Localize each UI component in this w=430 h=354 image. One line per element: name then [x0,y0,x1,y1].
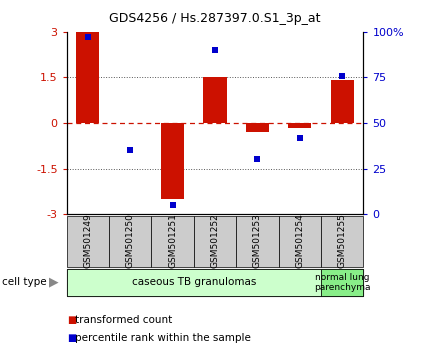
Text: cell type: cell type [2,277,47,287]
Bar [67,216,109,267]
Bar [67,269,321,296]
Bar [321,216,363,267]
Bar [194,216,236,267]
Text: GSM501251: GSM501251 [168,213,177,268]
Bar [109,216,151,267]
Text: GSM501253: GSM501253 [253,213,262,268]
Text: caseous TB granulomas: caseous TB granulomas [132,277,256,287]
Bar [151,216,194,267]
Bar [161,123,184,199]
Bar [288,123,311,127]
Text: GSM501254: GSM501254 [295,213,304,268]
Text: GDS4256 / Hs.287397.0.S1_3p_at: GDS4256 / Hs.287397.0.S1_3p_at [109,12,321,25]
Bar [321,269,363,296]
Text: transformed count: transformed count [75,315,172,325]
Text: ■: ■ [67,333,76,343]
Bar [331,80,354,123]
Text: GSM501250: GSM501250 [126,213,135,268]
Text: GSM501252: GSM501252 [211,213,219,268]
Bar [203,78,227,123]
Bar [246,123,269,132]
Bar [236,216,279,267]
Text: GSM501249: GSM501249 [83,213,92,268]
Bar [76,32,99,123]
Bar [279,216,321,267]
Text: ■: ■ [67,315,76,325]
Text: percentile rank within the sample: percentile rank within the sample [75,333,251,343]
Text: ▶: ▶ [49,276,58,289]
Text: GSM501255: GSM501255 [338,213,347,268]
Text: normal lung
parenchyma: normal lung parenchyma [314,273,370,292]
